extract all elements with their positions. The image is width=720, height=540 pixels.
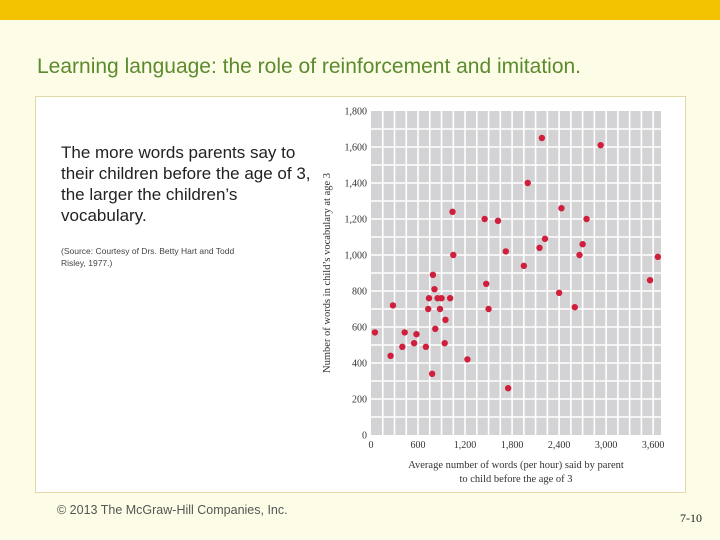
data-point — [538, 134, 546, 142]
page-number: 7-10 — [680, 511, 702, 525]
data-point — [520, 262, 528, 269]
data-point — [558, 205, 565, 212]
x-tick-labels: 0 600 1,200 1,800 2,400 3,000 3,600 — [369, 440, 665, 451]
data-point — [442, 316, 449, 323]
data-point — [399, 343, 406, 350]
data-point — [413, 331, 420, 338]
copyright-notice: © 2013 The McGraw-Hill Companies, Inc. — [57, 503, 288, 517]
data-point — [401, 329, 408, 336]
y-tick-labels: 0 200 400 600 800 1,000 1,200 1,400 1,600 1,800 — [345, 107, 368, 442]
x-tick-label: 0 — [369, 440, 374, 451]
data-point — [425, 295, 433, 302]
source-citation: (Source: Courtesy of Drs. Betty Hart and… — [61, 246, 235, 268]
data-point — [450, 251, 457, 259]
x-tick-label: 3,000 — [595, 440, 618, 451]
x-axis-title-line-2: to child before the age of 3 — [459, 474, 572, 485]
data-point — [536, 244, 543, 251]
data-point — [410, 340, 418, 347]
data-point — [425, 305, 432, 313]
data-point — [597, 142, 604, 149]
top-accent-bar — [0, 0, 720, 20]
data-point — [483, 280, 490, 287]
data-point — [428, 370, 436, 377]
data-point — [654, 253, 662, 260]
data-point — [571, 304, 578, 311]
data-point — [504, 385, 512, 392]
data-point — [485, 305, 492, 313]
data-point — [436, 305, 444, 313]
data-point — [555, 289, 563, 296]
y-tick-label: 1,800 — [345, 107, 368, 118]
x-tick-label: 1,200 — [454, 440, 477, 451]
y-tick-label: 0 — [362, 431, 367, 442]
y-tick-label: 600 — [352, 323, 367, 334]
y-tick-label: 800 — [352, 287, 367, 298]
y-axis-title: Number of words in child’s vocabulary at… — [322, 173, 333, 373]
data-point — [438, 295, 445, 302]
data-point — [429, 271, 437, 278]
slide-title: Learning language: the role of reinforce… — [37, 55, 582, 78]
data-point — [422, 343, 430, 350]
y-tick-label: 1,000 — [345, 251, 368, 262]
y-tick-label: 400 — [352, 359, 367, 370]
data-point — [583, 215, 590, 223]
x-tick-label: 1,800 — [501, 440, 524, 451]
data-point — [579, 241, 586, 248]
data-point — [441, 340, 448, 347]
x-tick-label: 3,600 — [642, 440, 665, 451]
data-point — [371, 329, 379, 336]
data-point — [432, 325, 439, 332]
data-point — [449, 208, 456, 215]
x-axis-title: Average number of words (per hour) said … — [408, 460, 624, 471]
grid-lines — [371, 111, 661, 435]
data-point — [481, 215, 488, 223]
data-point — [387, 352, 394, 359]
data-point — [541, 235, 549, 242]
data-point — [446, 295, 454, 302]
data-point — [389, 302, 397, 309]
x-tick-label: 600 — [411, 440, 426, 451]
data-point — [502, 248, 510, 255]
data-point — [464, 356, 471, 363]
data-point — [494, 217, 502, 224]
x-tick-label: 2,400 — [548, 440, 571, 451]
data-point — [576, 251, 583, 259]
data-points — [371, 134, 662, 392]
lead-text: The more words parents say to their chil… — [61, 143, 311, 225]
y-tick-label: 1,200 — [345, 215, 368, 226]
y-tick-label: 200 — [352, 395, 367, 406]
data-point — [524, 179, 531, 187]
y-tick-label: 1,600 — [345, 143, 368, 154]
y-tick-label: 1,400 — [345, 179, 368, 190]
data-point — [431, 286, 438, 293]
data-point — [646, 277, 654, 284]
